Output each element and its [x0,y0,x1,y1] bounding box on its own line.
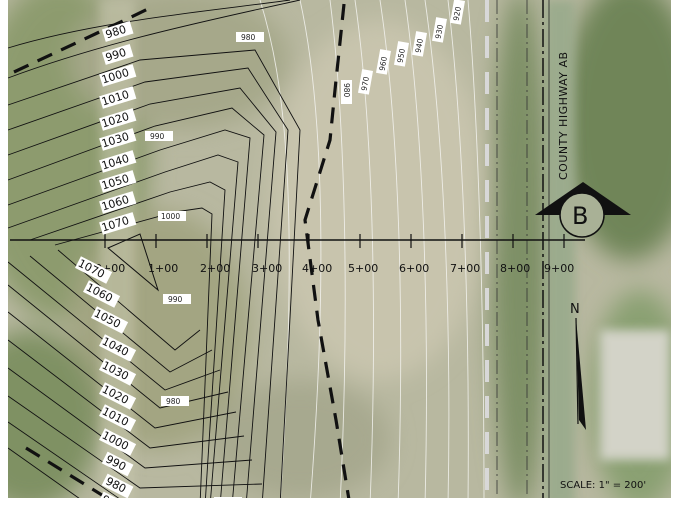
frame-left [0,0,8,506]
east-label-960: 960 [376,49,392,75]
svg-text:980: 980 [166,397,181,406]
contour-labels-east: 980 970 960 950 940 930 920 [341,0,466,104]
east-label-970: 970 [358,69,374,95]
station-label-4: 4+00 [302,262,332,275]
contour-labels-lower: 1070 1060 1050 1040 1030 1020 1010 1000 [75,256,137,510]
east-label-980: 980 [341,80,352,104]
grading-limits [13,3,352,507]
minor-label-1000: 1000 [158,211,186,221]
section-line [10,234,585,248]
station-label-6: 6+00 [399,262,429,275]
contour-lower-1000 [7,395,263,489]
contour-lower-1060 [29,255,213,373]
minor-label-980: 980 [236,32,264,42]
contour-lower-1040 [7,284,229,409]
field-center [270,20,490,380]
building-roof [600,330,670,460]
field-sw [0,330,100,510]
minor-label-980-b: 980 [161,396,189,406]
contour-lower-1010 [7,367,253,469]
section-marker-letter: B [572,202,588,230]
row-lines [485,0,550,506]
faint-contour-2 [354,0,374,507]
field-center-south [210,380,390,500]
north-arrow-icon [576,318,586,430]
svg-text:990: 990 [104,46,128,65]
label-990-upper: 990 [101,44,134,65]
contour-lower-1030 [7,311,237,429]
frame-bottom [0,498,679,506]
svg-text:980: 980 [241,33,256,42]
contour-lower-1050 [7,261,221,391]
summit-triangle [107,233,160,292]
station-label-8: 8+00 [500,262,530,275]
svg-text:920: 920 [452,6,463,22]
contour-upper-1060 [29,181,226,507]
frame-right [671,0,679,506]
grading-limit-center [303,3,352,507]
svg-text:970: 970 [360,76,371,92]
contour-upper-1010 [7,67,289,507]
grading-limit-sw [25,446,111,502]
station-label-2: 2+00 [200,262,230,275]
svg-text:980: 980 [104,23,128,42]
faint-contour-1 [329,0,346,507]
faint-contour-8 [299,0,322,507]
label-980-upper: 980 [101,21,134,42]
section-circle [559,192,605,238]
contour-lower-980 [7,447,91,507]
contours-lower [7,249,263,507]
svg-text:990: 990 [168,295,183,304]
station-label-5: 5+00 [348,262,378,275]
minor-label-990-b: 990 [163,294,191,304]
contour-lower-990 [7,421,131,507]
east-label-940: 940 [412,31,428,57]
east-label-930: 930 [432,17,448,43]
faint-contour-5 [424,0,450,507]
station-label-7: 7+00 [450,262,480,275]
station-label-3: 3+00 [252,262,282,275]
east-label-920: 920 [450,0,466,25]
station-labels: 10+00 1+00 2+00 3+00 4+00 5+00 6+00 7+00… [88,262,574,275]
county-highway-surface [545,0,575,506]
faint-contour-7 [467,0,485,507]
svg-text:940: 940 [414,38,425,54]
grading-limit-nw [13,6,151,74]
svg-text:1000: 1000 [161,212,180,221]
east-label-950: 950 [394,41,410,67]
contour-upper-1050 [7,154,239,507]
faint-contour-4 [404,0,427,507]
north-arrow-shaft [575,317,579,425]
north-label: N [570,302,580,317]
svg-text:960: 960 [378,56,389,72]
minor-label-990: 990 [145,131,173,141]
ditch-strip [490,0,550,510]
svg-text:980: 980 [342,83,351,98]
contour-upper-990 [7,0,301,79]
section-marker: B [535,182,631,238]
contour-upper-1000 [7,49,301,507]
contour-lower-1070 [57,249,201,351]
faint-contour-6 [447,0,469,507]
scale-label: SCALE: 1" = 200' [560,480,646,491]
svg-text:930: 930 [434,24,445,40]
faint-contours [259,0,485,507]
svg-text:990: 990 [150,132,165,141]
station-label-9: 9+00 [544,262,574,275]
station-label-1: 1+00 [148,262,178,275]
station-ticks [104,234,565,248]
svg-text:950: 950 [396,48,407,64]
contour-upper-980 [7,0,291,49]
contour-lower-1020 [7,339,245,449]
road-label: COUNTY HIGHWAY AB [557,51,570,180]
north-arrow: N [570,302,586,430]
